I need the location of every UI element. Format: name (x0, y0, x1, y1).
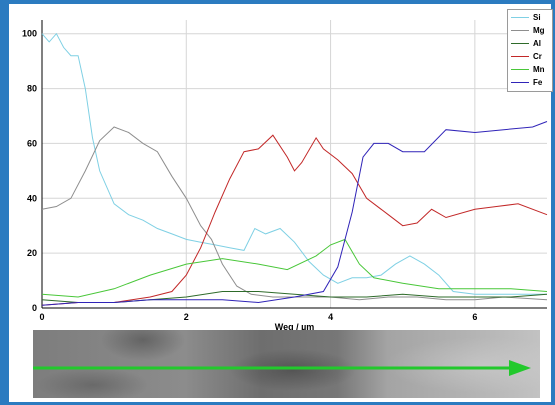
legend-swatch (511, 43, 529, 44)
legend-label: Fe (533, 78, 543, 87)
series-line-mg (41, 126, 548, 301)
scan-arrow-head (509, 360, 531, 376)
y-tick-label: 40 (27, 193, 37, 203)
legend-item-cr: Cr (511, 51, 551, 62)
y-tick-label: 0 (32, 303, 37, 313)
x-tick-label: 2 (184, 312, 189, 322)
legend-item-mn: Mn (511, 64, 551, 75)
y-tick-label: 80 (27, 84, 37, 94)
legend-swatch (511, 17, 529, 18)
series-line-mn (41, 238, 548, 298)
y-tick-label: 20 (27, 248, 37, 258)
legend-item-mg: Mg (511, 25, 551, 36)
y-tick-label: 60 (27, 138, 37, 148)
legend-swatch (511, 82, 529, 83)
legend-swatch (511, 56, 529, 57)
legend-label: Al (533, 39, 541, 48)
micrograph-image (33, 330, 540, 398)
legend: Si Mg Al Cr Mn Fe (507, 9, 553, 92)
y-tick-label: 100 (22, 29, 37, 39)
x-axis-title: Weg / µm (275, 322, 315, 332)
legend-swatch (511, 69, 529, 70)
legend-label: Si (533, 13, 541, 22)
legend-swatch (511, 30, 529, 31)
legend-item-al: Al (511, 38, 551, 49)
x-tick-label: 0 (39, 312, 44, 322)
legend-label: Mn (533, 65, 545, 74)
series-line-si (41, 32, 547, 295)
legend-label: Cr (533, 52, 542, 61)
x-tick-label: 6 (472, 312, 477, 322)
series-line-fe (41, 121, 548, 306)
line-chart: 0 20 40 60 80 100 0 2 4 6 Weg / µm (22, 20, 548, 332)
legend-label: Mg (533, 26, 545, 35)
series-line-cr (41, 134, 548, 306)
legend-item-si: Si (511, 12, 551, 23)
legend-item-fe: Fe (511, 77, 551, 88)
scan-line (33, 360, 531, 376)
x-tick-label: 4 (328, 312, 333, 322)
